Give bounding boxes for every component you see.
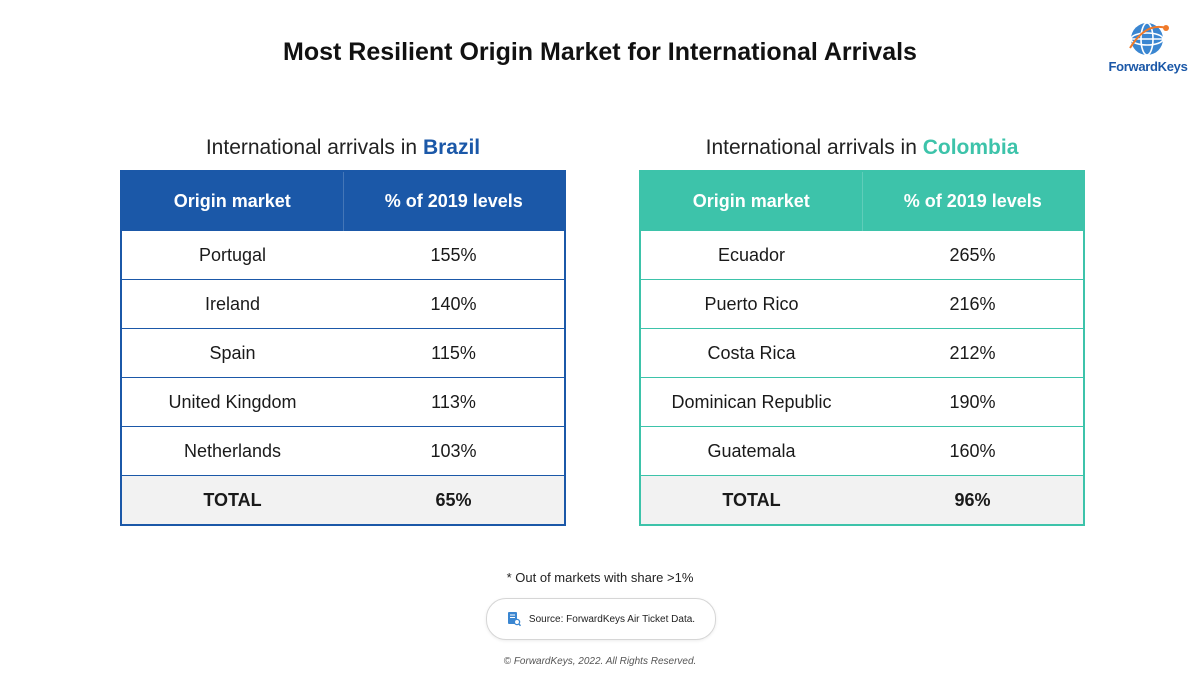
table-row: Spain 115% [121,328,565,378]
percent-cell: 155% [343,230,565,280]
origin-market-cell: Portugal [121,230,343,280]
total-label-cell: TOTAL [640,475,862,525]
brazil-country-name: Brazil [422,136,481,159]
colombia-subtitle-prefix: International arrivals in [705,136,923,159]
percent-cell: 160% [862,426,1084,476]
total-row: TOTAL 65% [121,475,565,525]
source-badge: Source: ForwardKeys Air Ticket Data. [486,598,716,640]
total-value-cell: 65% [343,475,565,525]
origin-market-cell: Netherlands [121,426,343,476]
brazil-panel: International arrivals in Brazil Origin … [120,134,566,526]
origin-market-cell: Puerto Rico [640,279,862,329]
total-row: TOTAL 96% [640,475,1084,525]
table-row: Ecuador 265% [640,230,1084,280]
column-header-origin-market: Origin market [640,171,862,231]
origin-market-cell: United Kingdom [121,377,343,427]
brazil-subtitle: International arrivals in Brazil [120,134,566,170]
table-row: Portugal 155% [121,230,565,280]
table-row: United Kingdom 113% [121,377,565,427]
origin-market-cell: Ecuador [640,230,862,280]
table-row: Netherlands 103% [121,426,565,476]
total-label-cell: TOTAL [121,475,343,525]
percent-cell: 190% [862,377,1084,427]
table-row: Guatemala 160% [640,426,1084,476]
origin-market-cell: Ireland [121,279,343,329]
source-text: Source: ForwardKeys Air Ticket Data. [528,613,696,625]
brazil-subtitle-prefix: International arrivals in [205,136,423,159]
table-row: Dominican Republic 190% [640,377,1084,427]
column-header-percent-2019: % of 2019 levels [342,171,565,231]
colombia-panel: International arrivals in Colombia Origi… [639,134,1085,526]
table-row: Costa Rica 212% [640,328,1084,378]
table-row: Puerto Rico 216% [640,279,1084,329]
logo-text: ForwardKeys [1108,59,1188,74]
colombia-table: Origin market % of 2019 levels Ecuador 2… [639,170,1085,526]
colombia-subtitle: International arrivals in Colombia [639,134,1085,170]
colombia-country-name: Colombia [922,136,1019,159]
percent-cell: 140% [343,279,565,329]
origin-market-cell: Guatemala [640,426,862,476]
table-row: Ireland 140% [121,279,565,329]
table-header-row: Origin market % of 2019 levels [121,171,565,231]
table-header-row: Origin market % of 2019 levels [640,171,1084,231]
page-title: Most Resilient Origin Market for Interna… [283,38,917,66]
brazil-table: Origin market % of 2019 levels Portugal … [120,170,566,526]
copyright: © ForwardKeys, 2022. All Rights Reserved… [503,656,697,667]
total-value-cell: 96% [862,475,1084,525]
footnote: * Out of markets with share >1% [506,570,694,585]
percent-cell: 113% [343,377,565,427]
percent-cell: 103% [343,426,565,476]
column-header-origin-market: Origin market [121,171,343,231]
percent-cell: 115% [343,328,565,378]
column-header-percent-2019: % of 2019 levels [861,171,1084,231]
origin-market-cell: Costa Rica [640,328,862,378]
percent-cell: 212% [862,328,1084,378]
globe-icon [1129,22,1169,56]
forwardkeys-logo: ForwardKeys [1108,18,1188,88]
percent-cell: 216% [862,279,1084,329]
origin-market-cell: Dominican Republic [640,377,862,427]
percent-cell: 265% [862,230,1084,280]
document-search-icon [507,612,521,627]
origin-market-cell: Spain [121,328,343,378]
